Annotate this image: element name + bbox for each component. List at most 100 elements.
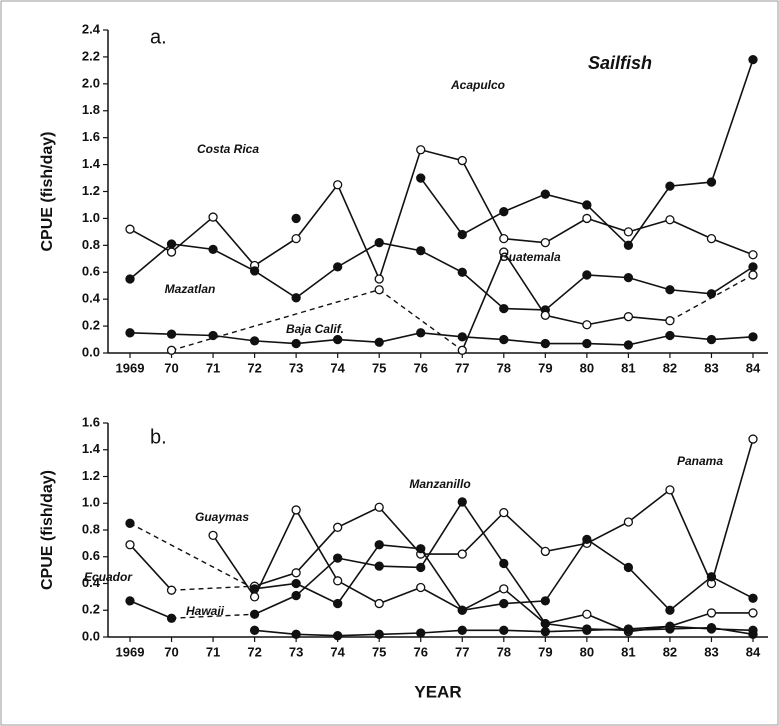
point [540, 189, 550, 199]
series-line [129, 544, 173, 591]
point [208, 330, 218, 341]
x-tick-label: 71 [206, 360, 220, 375]
gap-line [129, 522, 255, 590]
point [457, 497, 467, 507]
point [540, 627, 550, 637]
point [623, 340, 634, 350]
point [333, 553, 343, 563]
point [291, 629, 301, 639]
point [706, 608, 717, 618]
series-line [129, 148, 754, 282]
x-tick-label: 1969 [116, 644, 145, 659]
point [748, 332, 758, 342]
y-tick-label: 2.0 [82, 75, 100, 90]
x-tick-label: 83 [704, 360, 718, 375]
point [208, 530, 218, 540]
point [374, 561, 384, 571]
point [748, 262, 758, 272]
series-label: Hawaii [186, 604, 225, 618]
x-tick-label: 75 [372, 360, 386, 375]
x-tick-label: 77 [455, 360, 469, 375]
panel-label: b. [150, 426, 167, 448]
x-tick-label: 72 [247, 360, 261, 375]
y-tick-label: 0.8 [82, 521, 100, 536]
y-tick-label: 0.4 [82, 291, 101, 306]
point [416, 562, 426, 573]
x-tick-label: 74 [330, 360, 345, 375]
point [623, 227, 634, 237]
series-line [129, 241, 754, 311]
y-tick-label: 2.2 [82, 48, 100, 63]
point [499, 584, 509, 594]
point [249, 336, 260, 346]
point [623, 624, 634, 634]
point [665, 285, 675, 295]
point [374, 540, 384, 550]
x-tick-label: 71 [206, 644, 220, 659]
point [208, 212, 218, 222]
point [582, 213, 592, 224]
point [748, 250, 758, 260]
point [540, 618, 550, 629]
y-tick-label: 1.2 [82, 468, 100, 483]
point [748, 608, 758, 618]
gap-line [171, 585, 255, 591]
y-tick-label: 0.4 [82, 575, 101, 590]
point [540, 310, 550, 320]
series-label: Manzanillo [409, 477, 470, 491]
point [706, 334, 717, 345]
point [416, 544, 426, 554]
point [499, 558, 509, 569]
series-label: Acapulco [450, 78, 505, 92]
x-tick-label: 83 [704, 644, 718, 659]
x-tick-label: 84 [746, 644, 761, 659]
x-tick-label: 81 [621, 360, 635, 375]
point [499, 598, 509, 609]
point [499, 247, 509, 257]
point [665, 485, 675, 495]
point [665, 605, 675, 615]
x-tick-label: 79 [538, 360, 552, 375]
subtitle: Sailfish [588, 53, 652, 73]
x-axis-label: YEAR [414, 682, 461, 701]
point [125, 540, 135, 550]
point [665, 181, 675, 191]
point [166, 239, 177, 249]
x-tick-label: 73 [289, 360, 303, 375]
gap-line [669, 274, 754, 322]
point [249, 266, 260, 276]
point [166, 329, 177, 339]
point [582, 200, 592, 210]
point [125, 518, 135, 528]
y-tick-label: 1.2 [82, 183, 100, 198]
x-tick-label: 79 [538, 644, 552, 659]
point [623, 312, 634, 322]
x-tick-label: 1969 [116, 360, 145, 375]
point [582, 625, 592, 635]
point [374, 629, 384, 639]
x-tick-label: 78 [497, 360, 511, 375]
y-tick-label: 0.2 [82, 318, 100, 333]
x-tick-label: 76 [413, 644, 427, 659]
x-tick-label: 77 [455, 644, 469, 659]
point [457, 267, 467, 277]
point [249, 625, 260, 635]
series-line [129, 332, 754, 346]
point [291, 338, 301, 349]
y-tick-label: 1.0 [82, 495, 100, 510]
point [374, 274, 384, 284]
point [540, 546, 550, 557]
point [665, 316, 675, 326]
x-tick-label: 70 [164, 644, 178, 659]
gap-line [378, 289, 463, 351]
point [333, 334, 343, 345]
point [457, 549, 467, 559]
point [166, 613, 177, 623]
panel-label: a. [150, 26, 167, 48]
y-tick-label: 1.0 [82, 210, 100, 225]
series-label: Guaymas [195, 510, 249, 524]
point [499, 207, 509, 217]
point [457, 332, 467, 342]
y-tick-label: 0.8 [82, 237, 100, 252]
